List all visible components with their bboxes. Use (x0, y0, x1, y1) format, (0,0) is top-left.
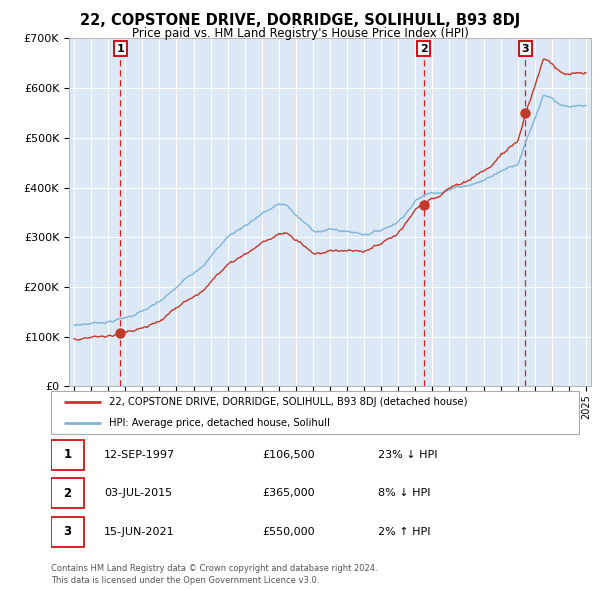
Text: 2: 2 (64, 487, 71, 500)
FancyBboxPatch shape (51, 440, 84, 470)
Text: 1: 1 (116, 44, 124, 54)
Text: 12-SEP-1997: 12-SEP-1997 (104, 450, 175, 460)
Text: £365,000: £365,000 (262, 489, 315, 498)
Text: £550,000: £550,000 (262, 527, 315, 536)
Text: 23% ↓ HPI: 23% ↓ HPI (379, 450, 438, 460)
Text: 22, COPSTONE DRIVE, DORRIDGE, SOLIHULL, B93 8DJ: 22, COPSTONE DRIVE, DORRIDGE, SOLIHULL, … (80, 13, 520, 28)
Text: Price paid vs. HM Land Registry's House Price Index (HPI): Price paid vs. HM Land Registry's House … (131, 27, 469, 40)
Text: 2: 2 (420, 44, 428, 54)
Text: 03-JUL-2015: 03-JUL-2015 (104, 489, 172, 498)
Text: £106,500: £106,500 (262, 450, 315, 460)
Text: 22, COPSTONE DRIVE, DORRIDGE, SOLIHULL, B93 8DJ (detached house): 22, COPSTONE DRIVE, DORRIDGE, SOLIHULL, … (109, 397, 467, 407)
Text: 3: 3 (64, 525, 71, 538)
Text: 1: 1 (64, 448, 71, 461)
Text: Contains HM Land Registry data © Crown copyright and database right 2024.
This d: Contains HM Land Registry data © Crown c… (51, 565, 377, 585)
Text: 3: 3 (521, 44, 529, 54)
Text: HPI: Average price, detached house, Solihull: HPI: Average price, detached house, Soli… (109, 418, 330, 428)
FancyBboxPatch shape (51, 478, 84, 509)
FancyBboxPatch shape (51, 391, 579, 434)
FancyBboxPatch shape (51, 516, 84, 547)
Text: 2% ↑ HPI: 2% ↑ HPI (379, 527, 431, 536)
Text: 8% ↓ HPI: 8% ↓ HPI (379, 489, 431, 498)
Text: 15-JUN-2021: 15-JUN-2021 (104, 527, 175, 536)
